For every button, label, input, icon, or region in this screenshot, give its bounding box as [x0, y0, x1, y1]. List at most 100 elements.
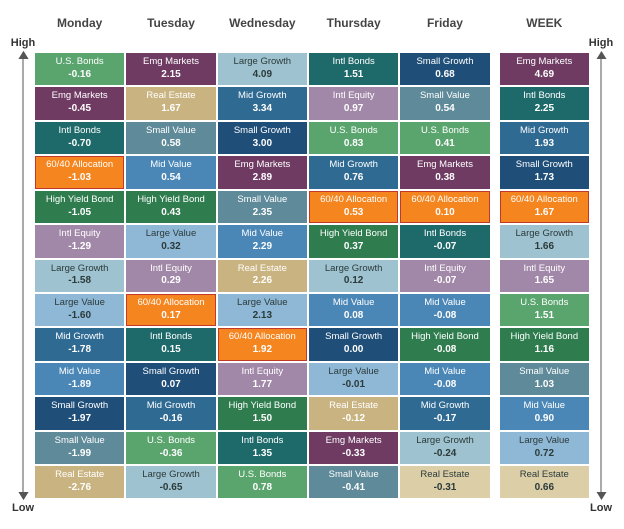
cell-value: -1.78: [38, 344, 121, 356]
cell: Mid Growth-1.78: [35, 328, 124, 360]
cell-label: Large Growth: [221, 57, 304, 68]
cell-label: Mid Growth: [38, 332, 121, 343]
cell-label: Emg Markets: [221, 160, 304, 171]
cell-label: Large Value: [503, 436, 586, 447]
table-row: Intl Bonds-0.70Small Value0.58Small Grow…: [12, 121, 612, 155]
cell: Mid Growth-0.17: [400, 397, 489, 429]
cell-value: 1.16: [503, 344, 586, 356]
cell: Emg Markets0.38: [400, 156, 489, 188]
cell: Large Value-1.60: [35, 294, 124, 326]
cell: Large Value-0.01: [309, 363, 398, 395]
cell-label: Intl Bonds: [129, 332, 212, 343]
cell-label: Mid Growth: [403, 401, 486, 412]
cell-label: Small Growth: [403, 57, 486, 68]
cell-value: -1.05: [38, 207, 121, 219]
cell-label: U.S. Bonds: [38, 57, 121, 68]
col-head: Thursday: [308, 12, 399, 34]
cell-label: Intl Equity: [403, 264, 486, 275]
cell-value: -0.16: [38, 69, 121, 81]
cell-label: Mid Value: [503, 401, 586, 412]
cell: U.S. Bonds0.78: [218, 466, 307, 498]
cell-value: 3.34: [221, 103, 304, 115]
cell-value: 0.78: [221, 482, 304, 494]
cell-value: -1.60: [38, 310, 121, 322]
cell: Small Growth1.73: [500, 156, 589, 188]
cell-label: Intl Bonds: [221, 436, 304, 447]
cell: Mid Value-1.89: [35, 363, 124, 395]
table-row: Large Value-1.6060/40 Allocation0.17Larg…: [12, 293, 612, 327]
cell-label: U.S. Bonds: [221, 470, 304, 481]
cell-label: 60/40 Allocation: [312, 195, 395, 206]
col-head: WEEK: [499, 12, 590, 34]
cell: Intl Bonds0.15: [126, 328, 215, 360]
cell-value: 2.26: [221, 275, 304, 287]
cell: Small Growth-1.97: [35, 397, 124, 429]
cell-label: Small Growth: [312, 332, 395, 343]
cell-label: Mid Growth: [312, 160, 395, 171]
cell-value: 4.69: [503, 69, 586, 81]
cell: Mid Growth0.76: [309, 156, 398, 188]
cell-value: -1.99: [38, 448, 121, 460]
cell-label: Large Growth: [503, 229, 586, 240]
cell-label: U.S. Bonds: [403, 126, 486, 137]
cell-value: -1.58: [38, 275, 121, 287]
cell-label: Intl Bonds: [38, 126, 121, 137]
cell: Intl Bonds-0.07: [400, 225, 489, 257]
cell-value: -0.17: [403, 413, 486, 425]
cell: Intl Bonds1.35: [218, 432, 307, 464]
cell-value: -0.01: [312, 379, 395, 391]
cell: High Yield Bond1.16: [500, 328, 589, 360]
table-row: Small Value-1.99U.S. Bonds-0.36Intl Bond…: [12, 431, 612, 465]
cell: Emg Markets-0.33: [309, 432, 398, 464]
cell-value: 1.77: [221, 379, 304, 391]
cell: Intl Bonds-0.70: [35, 122, 124, 154]
axis-arrow-right: [590, 52, 612, 499]
cell-value: -1.89: [38, 379, 121, 391]
cell-label: Real Estate: [129, 91, 212, 102]
cell-value: 0.29: [129, 275, 212, 287]
cell-label: High Yield Bond: [129, 195, 212, 206]
cell-value: 0.07: [129, 379, 212, 391]
cell: Large Value0.32: [126, 225, 215, 257]
cell-label: 60/40 Allocation: [129, 298, 212, 309]
cell-value: 1.51: [312, 69, 395, 81]
cell-label: High Yield Bond: [221, 401, 304, 412]
cell-value: 1.50: [221, 413, 304, 425]
cell: U.S. Bonds-0.16: [35, 53, 124, 85]
cell: Small Value0.58: [126, 122, 215, 154]
cell-value: 0.10: [403, 207, 486, 219]
cell-value: -1.03: [38, 172, 121, 184]
cell-value: 0.17: [129, 310, 212, 322]
cell-value: 0.00: [312, 344, 395, 356]
table-row: High Yield Bond -1.05 High Yield Bond0.43 S…: [12, 190, 612, 224]
axis-high-right: High: [589, 37, 613, 49]
cell-label: Small Value: [503, 367, 586, 378]
cell-label: Small Value: [221, 195, 304, 206]
cell: Large Value0.72: [500, 432, 589, 464]
cell-label: Large Growth: [129, 470, 212, 481]
cell-value: 0.38: [403, 172, 486, 184]
cell-label: Mid Growth: [503, 126, 586, 137]
cell-label: Mid Value: [129, 160, 212, 171]
cell-label: Emg Markets: [38, 91, 121, 102]
cell: High Yield Bond-0.08: [400, 328, 489, 360]
cell: Small Value-1.99: [35, 432, 124, 464]
cell-label: Mid Value: [221, 229, 304, 240]
cell-value: -0.07: [403, 275, 486, 287]
cell: Real Estate2.26: [218, 260, 307, 292]
cell: High Yield Bond0.43: [126, 191, 215, 223]
cell-value: -0.08: [403, 344, 486, 356]
cell-value: 2.35: [221, 207, 304, 219]
cell-value: 1.66: [503, 241, 586, 253]
cell-label: Intl Equity: [129, 264, 212, 275]
table-row: 60/40 Allocation-1.03Mid Value0.54Emg Ma…: [12, 155, 612, 189]
cell-label: Intl Bonds: [503, 91, 586, 102]
cell-value: 0.41: [403, 138, 486, 150]
cell: Intl Equity-1.29: [35, 225, 124, 257]
cell-label: Intl Equity: [38, 229, 121, 240]
cell-label: Emg Markets: [129, 57, 212, 68]
heatmap-table: Monday Tuesday Wednesday Thursday Friday…: [12, 12, 612, 517]
cell-label: Real Estate: [503, 470, 586, 481]
cell-value: 2.89: [221, 172, 304, 184]
cell-value: 0.58: [129, 138, 212, 150]
